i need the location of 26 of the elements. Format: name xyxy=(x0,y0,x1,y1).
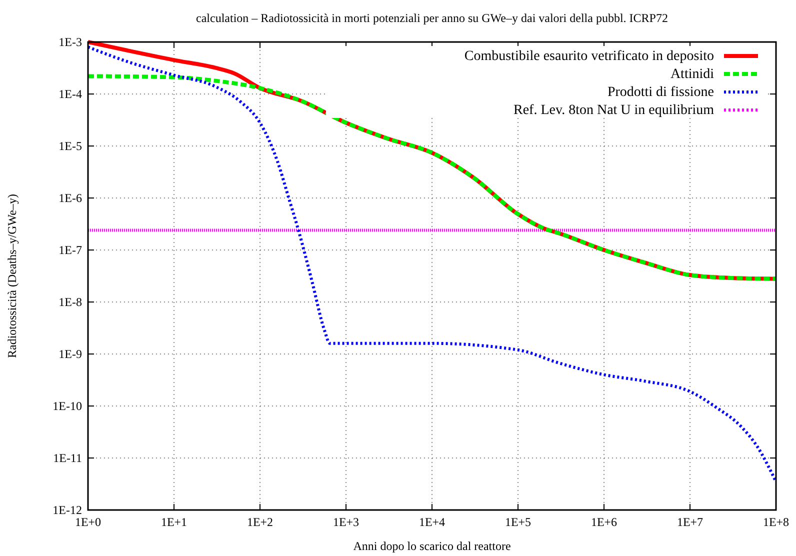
y-tick-label: 1E-9 xyxy=(58,347,82,361)
x-tick-label: 1E+6 xyxy=(590,515,618,529)
x-tick-label: 1E+5 xyxy=(504,515,532,529)
x-tick-label: 1E+3 xyxy=(332,515,360,529)
x-tick-label: 1E+0 xyxy=(74,515,102,529)
legend-label: Ref. Lev. 8ton Nat U in equilibrium xyxy=(514,103,714,118)
y-tick-label: 1E-7 xyxy=(58,243,82,257)
x-axis-title: Anni dopo lo scarico dal reattore xyxy=(353,539,511,553)
y-tick-label: 1E-12 xyxy=(52,503,82,517)
x-tick-label: 1E+2 xyxy=(246,515,274,529)
y-tick-label: 1E-11 xyxy=(53,451,82,465)
legend-label: Combustibile esaurito vetrificato in deposito xyxy=(464,49,714,64)
x-tick-label: 1E+7 xyxy=(676,515,704,529)
y-axis-title: Radiotossicità (Deaths–y/GWe–y) xyxy=(5,194,19,358)
x-tick-label: 1E+1 xyxy=(160,515,188,529)
y-tick-label: 1E-5 xyxy=(58,139,82,153)
legend-label: Prodotti di fissione xyxy=(607,85,714,100)
y-tick-label: 1E-4 xyxy=(58,87,82,101)
y-tick-label: 1E-8 xyxy=(58,295,82,309)
y-tick-label: 1E-6 xyxy=(58,191,82,205)
y-tick-label: 1E-3 xyxy=(58,35,82,49)
chart-title: calculation – Radiotossicità in morti potenziali per anno su GWe–y dai valori della pubbl. ICRP72 xyxy=(196,11,668,25)
x-tick-label: 1E+8 xyxy=(762,515,790,529)
x-tick-label: 1E+4 xyxy=(418,515,446,529)
legend-label: Attinidi xyxy=(670,67,714,82)
y-tick-label: 1E-10 xyxy=(52,399,82,413)
